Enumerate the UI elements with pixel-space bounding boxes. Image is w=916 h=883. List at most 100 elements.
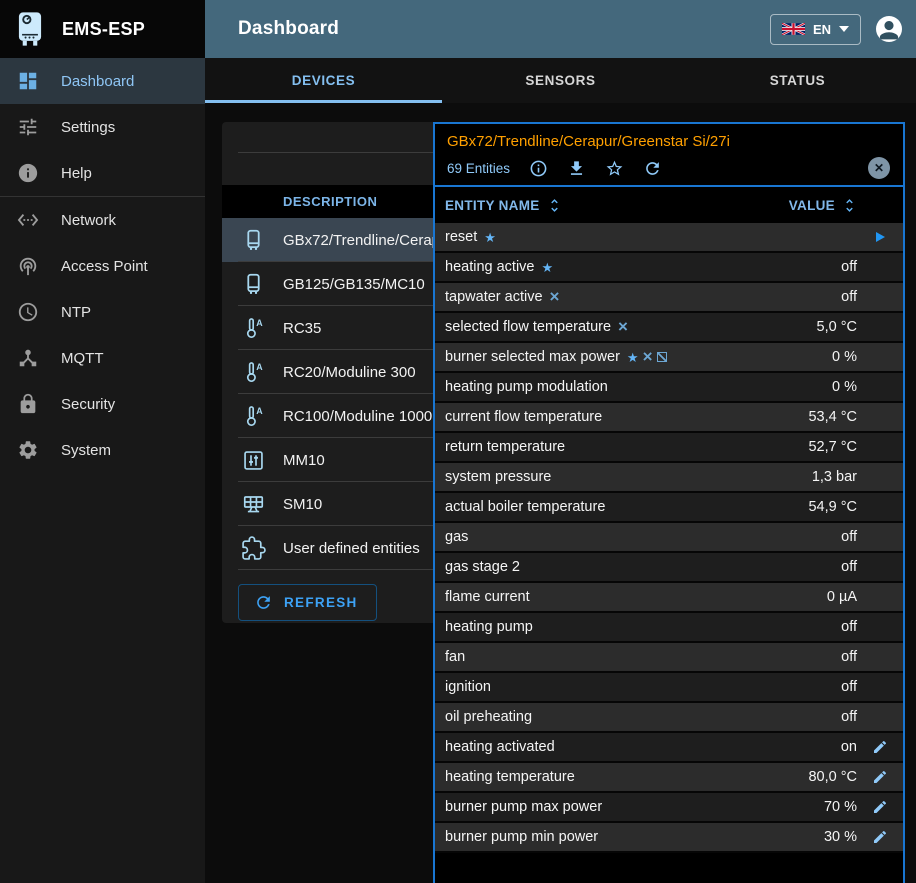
refresh-label: REFRESH xyxy=(284,595,358,610)
entity-table-header: ENTITY NAME VALUE xyxy=(435,187,903,223)
refresh-icon[interactable] xyxy=(643,159,662,178)
entity-value: 30 % xyxy=(823,829,857,845)
sidebar-item-network[interactable]: Network xyxy=(0,197,205,243)
edit-pencil-icon[interactable] xyxy=(872,829,888,845)
entity-value: off xyxy=(841,649,857,665)
sort-value[interactable]: VALUE xyxy=(789,197,858,214)
entity-count: 69 Entities xyxy=(447,161,511,176)
entity-name: actual boiler temperature xyxy=(445,499,606,515)
chevron-down-icon xyxy=(839,26,849,32)
sidebar-item-label: Network xyxy=(61,211,117,229)
entity-value: 1,3 bar xyxy=(811,469,857,485)
sidebar-item-dashboard[interactable]: Dashboard xyxy=(0,58,205,104)
entity-dialog-title: GBx72/Trendline/Cerapur/Greenstar Si/27i xyxy=(447,133,730,150)
entity-name: ignition xyxy=(445,679,491,695)
excluded-square-icon xyxy=(656,352,667,362)
tab-label: STATUS xyxy=(769,73,826,88)
sidebar-item-security[interactable]: Security xyxy=(0,381,205,427)
device-name: User defined entities xyxy=(283,539,420,557)
entity-value: off xyxy=(841,679,857,695)
ethernet-icon xyxy=(17,214,39,226)
svg-text:A: A xyxy=(256,317,263,327)
refresh-button[interactable]: REFRESH xyxy=(238,584,377,621)
sidebar-item-system[interactable]: System xyxy=(0,427,205,473)
entity-row: current flow temperature 53,4 °C xyxy=(435,403,903,433)
device-hub-icon xyxy=(19,349,37,367)
sidebar-item-label: Help xyxy=(61,164,92,182)
entity-name: current flow temperature xyxy=(445,409,603,425)
entity-row: heating temperature 80,0 °C xyxy=(435,763,903,793)
sidebar-item-mqtt[interactable]: MQTT xyxy=(0,335,205,381)
favorite-star-icon: ★ xyxy=(541,259,554,275)
entity-name: fan xyxy=(445,649,466,665)
svg-text:A: A xyxy=(256,361,263,371)
close-icon[interactable]: ✕ xyxy=(868,157,890,179)
entity-name: flame current xyxy=(445,589,530,605)
sidebar-item-label: Access Point xyxy=(61,257,148,275)
sidebar-item-settings[interactable]: Settings xyxy=(0,104,205,150)
language-selector[interactable]: EN xyxy=(769,13,861,45)
entity-value: 0 % xyxy=(832,349,857,365)
mixer-icon xyxy=(239,448,267,473)
tab-sensors[interactable]: SENSORS xyxy=(442,58,679,103)
top-header: Dashboard EN xyxy=(205,0,916,58)
download-icon[interactable] xyxy=(567,159,586,178)
sort-entity-name[interactable]: ENTITY NAME xyxy=(445,197,563,214)
thermostat-icon: A xyxy=(239,316,267,341)
device-name: RC100/Moduline 1000 xyxy=(283,407,433,425)
entity-value: on xyxy=(840,739,857,755)
favorite-star-icon: ★ xyxy=(484,229,496,245)
app-name: EMS-ESP xyxy=(62,18,146,39)
entity-value: off xyxy=(841,709,857,725)
entity-row: reset ★ xyxy=(435,223,903,253)
column-label: VALUE xyxy=(788,197,835,213)
device-name: RC20/Moduline 300 xyxy=(283,363,416,381)
column-label: ENTITY NAME xyxy=(445,197,540,213)
info-icon[interactable] xyxy=(529,159,548,178)
entity-row: selected flow temperature × 5,0 °C xyxy=(435,313,903,343)
entity-row: burner pump max power 70 % xyxy=(435,793,903,823)
sidebar-item-access-point[interactable]: Access Point xyxy=(0,243,205,289)
entity-row: heating pump modulation 0 % xyxy=(435,373,903,403)
edit-pencil-icon[interactable] xyxy=(872,799,888,815)
entity-row: flame current 0 µA xyxy=(435,583,903,613)
entity-name: oil preheating xyxy=(445,709,533,725)
tab-label: DEVICES xyxy=(291,73,356,88)
entity-row: fan off xyxy=(435,643,903,673)
tab-status[interactable]: STATUS xyxy=(679,58,916,103)
entity-name: return temperature xyxy=(445,439,566,455)
entity-value: 0 % xyxy=(832,379,857,395)
entity-row: gas off xyxy=(435,523,903,553)
entity-dialog: GBx72/Trendline/Cerapur/Greenstar Si/27i… xyxy=(433,122,905,883)
sidebar-item-ntp[interactable]: NTP xyxy=(0,289,205,335)
tab-bar: DEVICES SENSORS STATUS xyxy=(205,58,916,103)
entity-value: 80,0 °C xyxy=(808,769,857,785)
sidebar-item-label: NTP xyxy=(61,303,91,321)
boiler-icon xyxy=(239,228,267,253)
edit-pencil-icon[interactable] xyxy=(872,739,888,755)
sidebar-item-help[interactable]: Help xyxy=(0,150,205,196)
entity-name: burner pump max power xyxy=(445,799,603,815)
lock-icon xyxy=(20,393,36,414)
edit-pencil-icon[interactable] xyxy=(872,769,888,785)
execute-icon[interactable] xyxy=(875,232,885,242)
content-area: DESCRIPTION GBx72/Trendline/Cerapur/Gree… xyxy=(205,103,916,883)
entity-value: off xyxy=(841,559,857,575)
entity-row: system pressure 1,3 bar xyxy=(435,463,903,493)
star-outline-icon[interactable] xyxy=(605,159,624,178)
thermostat-icon: A xyxy=(239,404,267,429)
entity-row: return temperature 52,7 °C xyxy=(435,433,903,463)
refresh-icon xyxy=(257,596,270,609)
puzzle-icon xyxy=(239,535,267,561)
sort-icon xyxy=(550,198,558,212)
entity-value: off xyxy=(841,289,857,305)
entity-name: reset xyxy=(445,229,478,245)
svg-text:A: A xyxy=(256,405,263,415)
user-avatar-button[interactable] xyxy=(876,16,902,42)
entity-name: burner selected max power xyxy=(445,349,620,365)
device-name: MM10 xyxy=(283,451,325,469)
dashboard-icon xyxy=(19,72,37,90)
tab-devices[interactable]: DEVICES xyxy=(205,58,442,103)
person-icon xyxy=(879,20,899,40)
wifi-tethering-icon xyxy=(19,257,37,276)
